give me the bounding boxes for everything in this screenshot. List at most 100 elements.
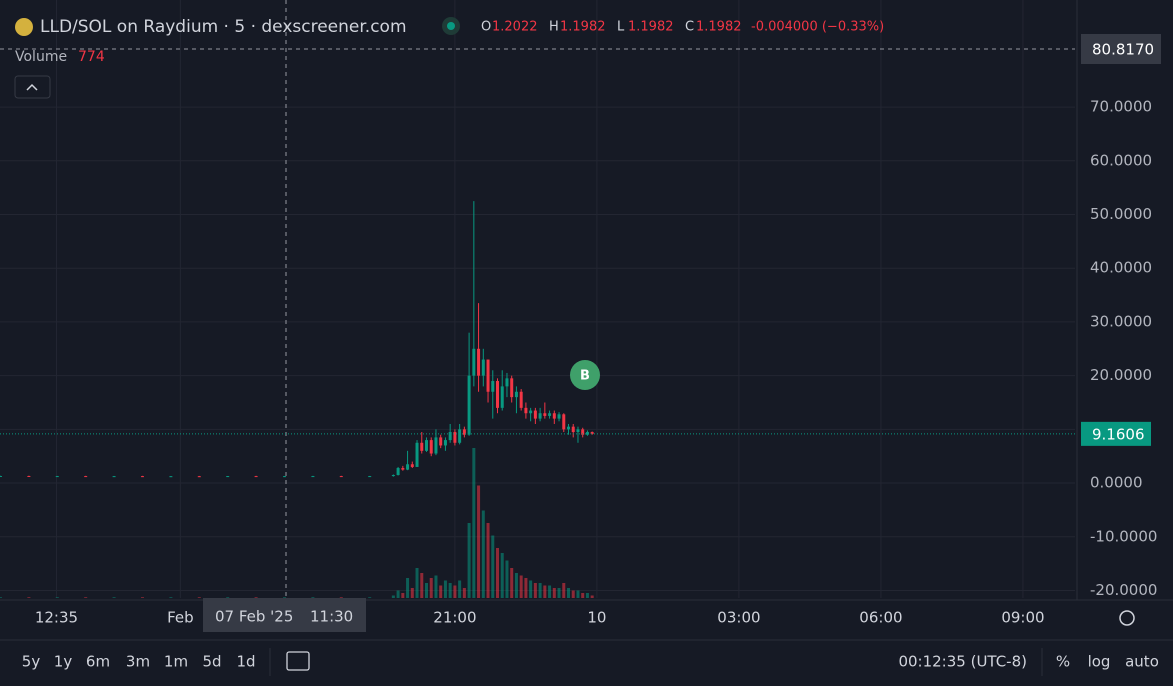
range-button[interactable]: 5d <box>202 653 221 671</box>
volume-bar <box>581 593 585 598</box>
y-tick-label: 60.0000 <box>1090 151 1152 169</box>
ohlc-key: C <box>685 20 694 35</box>
candle-body <box>439 437 443 446</box>
candle-body <box>415 442 419 467</box>
crosshair-y-label-bg <box>1081 33 1161 64</box>
settings-icon[interactable] <box>1119 610 1135 626</box>
candle-body <box>581 429 585 435</box>
ohlc-key: H <box>549 20 559 35</box>
candle-body <box>84 476 88 478</box>
volume-bar <box>434 575 438 598</box>
scale-option[interactable]: % <box>1056 653 1070 671</box>
candle-body <box>467 375 471 435</box>
candle-body <box>339 476 343 478</box>
status-dot <box>447 22 455 30</box>
ohlc-change: -0.004000 (−0.33%) <box>751 20 884 35</box>
buy-marker[interactable] <box>570 360 600 390</box>
scale-option[interactable]: log <box>1088 653 1111 671</box>
last-price-label-bg <box>1081 421 1151 446</box>
calendar-icon[interactable] <box>286 651 310 671</box>
volume-bar <box>406 578 410 598</box>
volume-bar <box>543 585 547 598</box>
volume-bar <box>562 583 566 598</box>
candle-body <box>557 414 561 419</box>
candle-body <box>27 475 31 477</box>
candle-body <box>282 476 286 478</box>
volume-bar <box>567 588 571 598</box>
volume-bar <box>443 580 447 598</box>
range-button[interactable]: 1m <box>164 653 188 671</box>
candle-body <box>197 476 201 478</box>
candle-body <box>481 359 485 376</box>
candle-body <box>226 476 230 478</box>
token-icon <box>15 18 33 36</box>
candle-body <box>410 464 414 467</box>
candle-body <box>396 468 400 476</box>
candle-body <box>524 407 528 414</box>
candle-body <box>391 475 395 477</box>
x-axis: 12:35 Feb 21:00 10 03:00 06:00 09:00 <box>35 609 1045 627</box>
volume-bar <box>505 560 509 598</box>
candle-body <box>543 413 547 416</box>
crosshair-time: 11:30 <box>310 608 353 626</box>
volume-bar <box>472 448 476 598</box>
candle-body <box>420 442 424 451</box>
volume-bar <box>226 597 230 598</box>
x-tick-label: 21:00 <box>433 609 476 627</box>
range-button[interactable]: 1y <box>54 653 73 671</box>
candle-body <box>567 426 571 430</box>
candle-body <box>169 476 173 478</box>
candle-body <box>514 391 518 398</box>
volume-bar <box>311 597 315 598</box>
volume-bar <box>448 583 452 598</box>
volume-bar <box>396 590 400 598</box>
candles <box>0 201 594 478</box>
volume-bar <box>27 597 31 598</box>
volume-bar <box>585 593 589 598</box>
ohlc-legend: O 1.2022 H 1.1982 L 1.1982 C 1.1982 -0.004000 (−… <box>481 20 884 35</box>
buy-marker-label: B <box>580 369 590 384</box>
collapse-button[interactable] <box>14 75 51 99</box>
range-button[interactable]: 3m <box>126 653 150 671</box>
x-tick-label: Feb <box>167 609 194 627</box>
candle-body <box>505 378 509 387</box>
volume-bar <box>557 588 561 598</box>
candle-body <box>429 440 433 454</box>
toolbar: 5y 1y 6m 3m 1m 5d 1d 00:12:35 (UTC-8)% log auto <box>22 653 1159 671</box>
candle-body <box>562 414 566 430</box>
candle-body <box>112 476 116 478</box>
range-button[interactable]: 6m <box>86 653 110 671</box>
ohlc-value: 1.2022 <box>492 20 538 35</box>
candle-body <box>486 359 490 392</box>
candle-body <box>576 429 580 433</box>
candle-body <box>538 413 542 419</box>
candle-body <box>571 426 575 433</box>
candle-body <box>477 348 481 376</box>
volume-bar <box>590 595 594 598</box>
volume-bar <box>84 597 88 598</box>
range-button[interactable]: 1d <box>236 653 255 671</box>
range-button[interactable]: 5y <box>22 653 41 671</box>
volume-bar <box>415 568 419 598</box>
volume-bar <box>552 588 556 598</box>
volume-bar <box>458 580 462 598</box>
candle-body <box>529 410 533 414</box>
chart-title: LLD/SOL on Raydium · 5 · dexscreener.com <box>40 17 407 37</box>
volume-bar <box>576 590 580 598</box>
volume-value: 774 <box>78 49 105 65</box>
volume-bar <box>477 485 481 598</box>
candle-body <box>462 429 466 435</box>
candle-body <box>311 476 315 478</box>
ohlc-value: 1.1982 <box>696 20 742 35</box>
scale-option[interactable]: auto <box>1125 653 1159 671</box>
volume-bar <box>197 597 201 598</box>
volume-bar <box>112 597 116 598</box>
volume-bar <box>519 575 523 598</box>
volume-bar <box>401 593 405 598</box>
y-tick-label: 50.0000 <box>1090 205 1152 223</box>
volume-bar <box>282 597 286 598</box>
candle-body <box>458 429 462 443</box>
volume-bar <box>55 597 59 598</box>
